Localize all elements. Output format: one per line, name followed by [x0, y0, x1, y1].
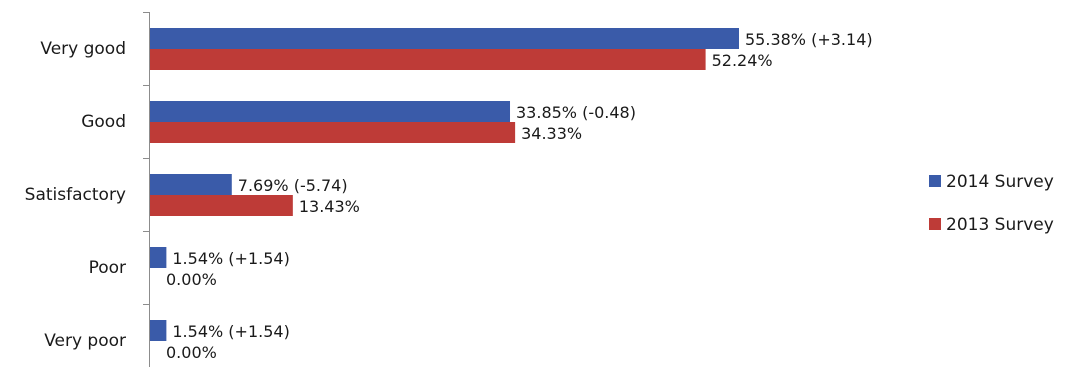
- bar-series-2013: [150, 49, 706, 70]
- data-label: 55.38% (+3.14): [745, 30, 873, 49]
- legend: 2014 Survey 2013 Survey: [929, 172, 1054, 235]
- data-label: 1.54% (+1.54): [172, 322, 289, 341]
- bar-series-2014: [150, 28, 739, 49]
- category-label: Very poor: [44, 331, 126, 351]
- category-label: Good: [81, 112, 126, 132]
- bar-series-2014: [150, 101, 511, 122]
- category-label: Satisfactory: [25, 185, 126, 205]
- data-labels: 55.38% (+3.14) 52.24% 33.85% (-0.48) 34.33%…: [166, 30, 873, 362]
- bar-series-2014: [150, 320, 167, 341]
- data-label: 0.00%: [166, 270, 217, 289]
- category-label: Poor: [89, 258, 126, 278]
- axis: [143, 12, 150, 367]
- bars: [150, 28, 739, 341]
- bar-series-2013: [150, 195, 293, 216]
- bar-series-2013: [150, 122, 516, 143]
- category-label: Very good: [40, 39, 126, 59]
- legend-swatch: [929, 175, 941, 187]
- data-label: 33.85% (-0.48): [516, 103, 636, 122]
- bar-series-2014: [150, 247, 167, 268]
- legend-label: 2013 Survey: [946, 215, 1054, 235]
- bar-series-2014: [150, 174, 232, 195]
- data-label: 0.00%: [166, 343, 217, 362]
- data-label: 1.54% (+1.54): [172, 249, 289, 268]
- data-label: 52.24%: [712, 51, 773, 70]
- category-labels: Very good Good Satisfactory Poor Very poor: [25, 39, 126, 351]
- data-label: 34.33%: [521, 124, 582, 143]
- legend-swatch: [929, 218, 941, 230]
- data-label: 13.43%: [299, 197, 360, 216]
- legend-label: 2014 Survey: [946, 172, 1054, 192]
- data-label: 7.69% (-5.74): [238, 176, 348, 195]
